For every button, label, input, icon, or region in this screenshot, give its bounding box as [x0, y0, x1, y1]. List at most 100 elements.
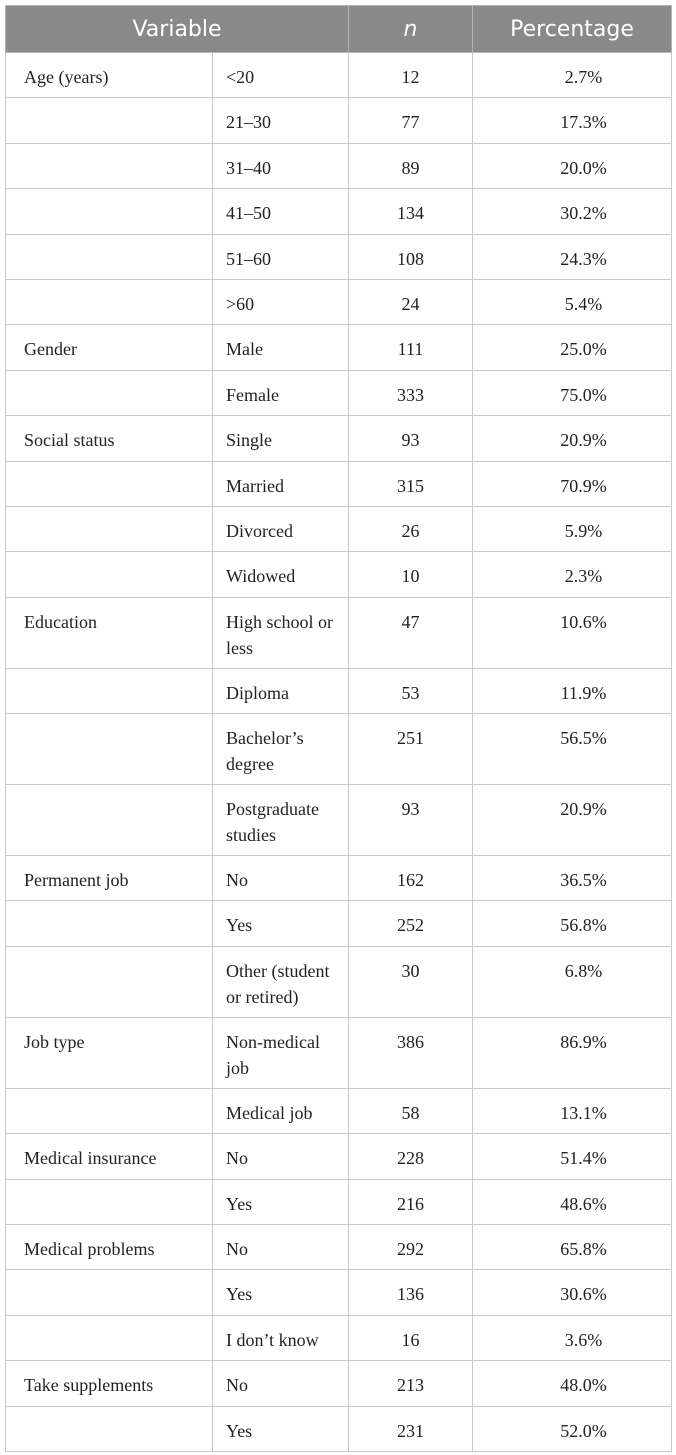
table-row: Female 333 75.0%: [5, 369, 673, 417]
percentage-cell: 20.9%: [472, 784, 673, 857]
count-cell: 77: [348, 97, 474, 144]
variable-cell: Permanent job: [5, 855, 213, 902]
count-cell: 53: [348, 667, 474, 715]
variable-cell: [5, 278, 213, 326]
table-row: Married 315 70.9%: [5, 460, 673, 507]
category-cell: Medical job: [211, 1087, 350, 1135]
count-cell: 30: [348, 945, 474, 1018]
variable-cell: [5, 369, 213, 417]
category-cell: Widowed: [211, 551, 350, 598]
percentage-cell: 52.0%: [472, 1405, 673, 1452]
percentage-cell: 56.5%: [472, 713, 673, 786]
variable-cell: Job type: [5, 1016, 213, 1089]
variable-cell: Medical insurance: [5, 1133, 213, 1180]
count-cell: 136: [348, 1269, 474, 1316]
category-cell: 31–40: [211, 142, 350, 190]
percentage-cell: 65.8%: [472, 1224, 673, 1271]
table-row: 51–60 108 24.3%: [5, 233, 673, 280]
category-cell: 41–50: [211, 188, 350, 235]
variable-cell: [5, 784, 213, 857]
count-cell: 251: [348, 713, 474, 786]
variable-cell: [5, 1087, 213, 1135]
table-row: Bachelor’s degree 251 56.5%: [5, 713, 673, 786]
count-cell: 12: [348, 51, 474, 99]
category-cell: No: [211, 855, 350, 902]
category-cell: Postgraduate studies: [211, 784, 350, 857]
category-cell: Other (student or retired): [211, 945, 350, 1018]
count-cell: 386: [348, 1016, 474, 1089]
table-row: Education High school or less 47 10.6%: [5, 596, 673, 669]
category-cell: No: [211, 1360, 350, 1407]
count-cell: 213: [348, 1360, 474, 1407]
category-cell: Single: [211, 415, 350, 462]
table-body: Age (years) <20 12 2.7% 21–30 77 17.3% 31–40 89 2…: [5, 51, 673, 1452]
count-cell: 333: [348, 369, 474, 417]
variable-cell: Medical problems: [5, 1224, 213, 1271]
variable-cell: [5, 1269, 213, 1316]
category-cell: No: [211, 1224, 350, 1271]
category-cell: Bachelor’s degree: [211, 713, 350, 786]
table-row: Medical problems No 292 65.8%: [5, 1224, 673, 1271]
count-cell: 231: [348, 1405, 474, 1452]
percentage-cell: 5.9%: [472, 505, 673, 553]
variable-cell: [5, 460, 213, 507]
category-cell: High school or less: [211, 596, 350, 669]
variable-cell: Age (years): [5, 51, 213, 99]
variable-cell: [5, 551, 213, 598]
category-cell: Male: [211, 324, 350, 371]
variable-cell: [5, 142, 213, 190]
count-cell: 228: [348, 1133, 474, 1180]
variable-cell: [5, 1405, 213, 1452]
percentage-cell: 11.9%: [472, 667, 673, 715]
table-row: Age (years) <20 12 2.7%: [5, 51, 673, 99]
category-cell: Non-medical job: [211, 1016, 350, 1089]
count-cell: 162: [348, 855, 474, 902]
demographics-table: Variable n Percentage Age (years) <20 12 2.…: [4, 5, 673, 1452]
table-row: Yes 216 48.6%: [5, 1178, 673, 1226]
category-cell: No: [211, 1133, 350, 1180]
category-cell: Yes: [211, 900, 350, 947]
category-cell: Diploma: [211, 667, 350, 715]
count-cell: 58: [348, 1087, 474, 1135]
percentage-cell: 10.6%: [472, 596, 673, 669]
table-row: >60 24 5.4%: [5, 278, 673, 326]
table-row: Job type Non-medical job 386 86.9%: [5, 1016, 673, 1089]
count-cell: 89: [348, 142, 474, 190]
percentage-cell: 56.8%: [472, 900, 673, 947]
variable-cell: [5, 233, 213, 280]
variable-cell: [5, 1314, 213, 1362]
variable-cell: Education: [5, 596, 213, 669]
percentage-cell: 24.3%: [472, 233, 673, 280]
percentage-cell: 48.0%: [472, 1360, 673, 1407]
percentage-cell: 70.9%: [472, 460, 673, 507]
count-cell: 216: [348, 1178, 474, 1226]
percentage-cell: 75.0%: [472, 369, 673, 417]
percentage-cell: 2.7%: [472, 51, 673, 99]
count-cell: 315: [348, 460, 474, 507]
table-row: Widowed 10 2.3%: [5, 551, 673, 598]
category-cell: Female: [211, 369, 350, 417]
percentage-cell: 20.0%: [472, 142, 673, 190]
count-cell: 16: [348, 1314, 474, 1362]
percentage-cell: 13.1%: [472, 1087, 673, 1135]
variable-cell: [5, 505, 213, 553]
count-cell: 24: [348, 278, 474, 326]
count-cell: 26: [348, 505, 474, 553]
percentage-cell: 3.6%: [472, 1314, 673, 1362]
percentage-cell: 6.8%: [472, 945, 673, 1018]
table-row: Medical job 58 13.1%: [5, 1087, 673, 1135]
table-row: Yes 252 56.8%: [5, 900, 673, 947]
variable-cell: Take supplements: [5, 1360, 213, 1407]
count-cell: 10: [348, 551, 474, 598]
category-cell: <20: [211, 51, 350, 99]
count-cell: 252: [348, 900, 474, 947]
percentage-cell: 2.3%: [472, 551, 673, 598]
variable-cell: [5, 713, 213, 786]
percentage-cell: 30.2%: [472, 188, 673, 235]
percentage-cell: 51.4%: [472, 1133, 673, 1180]
table-row: Yes 136 30.6%: [5, 1269, 673, 1316]
variable-cell: [5, 97, 213, 144]
table-row: Gender Male 111 25.0%: [5, 324, 673, 371]
variable-cell: [5, 945, 213, 1018]
category-cell: >60: [211, 278, 350, 326]
